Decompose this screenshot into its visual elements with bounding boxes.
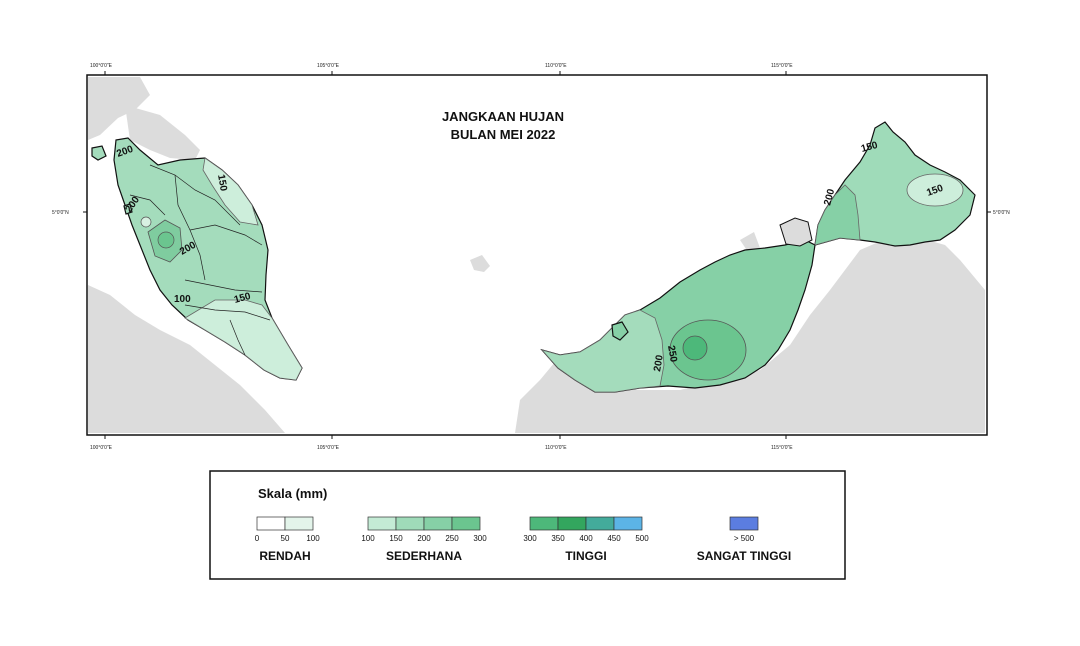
sabah-mid-zone [814,184,861,246]
coordinate-labels: 100°0'0"E 105°0'0"E 110°0'0"E 115°0'0"E … [52,63,1010,451]
lon-label-top-2: 105°0'0"E [317,63,340,69]
legend-swatch [451,516,481,531]
lon-label-bottom-2: 105°0'0"E [317,445,340,451]
legend-swatch [256,516,286,531]
pm-low-zone-east [202,157,259,226]
map-title-line-1: JANGKAAN HUJAN [442,109,564,124]
legend-tick-label: 100 [306,534,320,543]
legend-tick-label: 400 [579,534,593,543]
legend-tick-label: 350 [551,534,565,543]
legend-tick-label: 100 [361,534,375,543]
sarawak-core-zone [682,335,708,361]
legend-tick-label: 200 [417,534,431,543]
lon-label-bottom-3: 110°0'0"E [545,445,567,451]
lon-label-bottom-4: 115°0'0"E [771,445,793,451]
legend-tick-label: 300 [523,534,537,543]
legend-tick-label: 150 [389,534,403,543]
lat-label-left: 5°0'0"N [52,210,69,216]
brunei [779,217,813,247]
lon-label-top-1: 100°0'0"E [90,63,113,69]
legend-title: Skala (mm) [258,486,327,501]
legend-group-label: SEDERHANA [386,549,462,563]
legend-group-label: TINGGI [565,549,606,563]
pm-small-zone [140,216,152,228]
legend-swatch [529,516,559,531]
legend-swatch [613,516,643,531]
legend-tick-label: 450 [607,534,621,543]
contour-label: 200 [652,354,666,373]
legend-swatch [557,516,587,531]
lat-label-right: 5°0'0"N [993,210,1010,216]
frame-ticks [83,71,991,439]
legend-tick-label: > 500 [734,534,755,543]
legend-group-label: SANGAT TINGGI [697,549,791,563]
pm-low-zone-south [184,299,303,381]
contour-label: 200 [822,187,837,206]
sarawak-low-zone [540,309,665,393]
contour-label: 150 [215,174,229,193]
legend-tick-label: 250 [445,534,459,543]
pm-core-zone [157,231,175,249]
legend-tick-label: 500 [635,534,649,543]
legend-swatch [395,516,425,531]
legend-group-label: RENDAH [259,549,310,563]
contour-label: 250 [665,345,679,364]
contour-label: 150 [233,291,252,306]
legend-swatch [367,516,397,531]
legend-swatch [729,516,759,531]
lon-label-top-4: 115°0'0"E [771,63,793,69]
sarawak-high-zone [669,319,747,381]
map-title-line-2: BULAN MEI 2022 [451,127,556,142]
legend-swatch [423,516,453,531]
legend-tick-label: 300 [473,534,487,543]
peninsular-malaysia [91,137,303,381]
contour-label: 100 [174,294,191,305]
legend-tick-label: 50 [281,534,290,543]
lon-label-bottom-1: 100°0'0"E [90,445,113,451]
sabah-low-zone [906,173,964,207]
legend: Skala (mm) 0 50 100 RENDAH 100 150 200 250 300 SE… [209,470,846,580]
lon-label-top-3: 110°0'0"E [545,63,567,69]
legend-tick-label: 0 [255,534,260,543]
legend-swatch [284,516,314,531]
contour-label: 150 [860,140,879,155]
east-malaysia [540,121,976,393]
legend-swatch [585,516,615,531]
